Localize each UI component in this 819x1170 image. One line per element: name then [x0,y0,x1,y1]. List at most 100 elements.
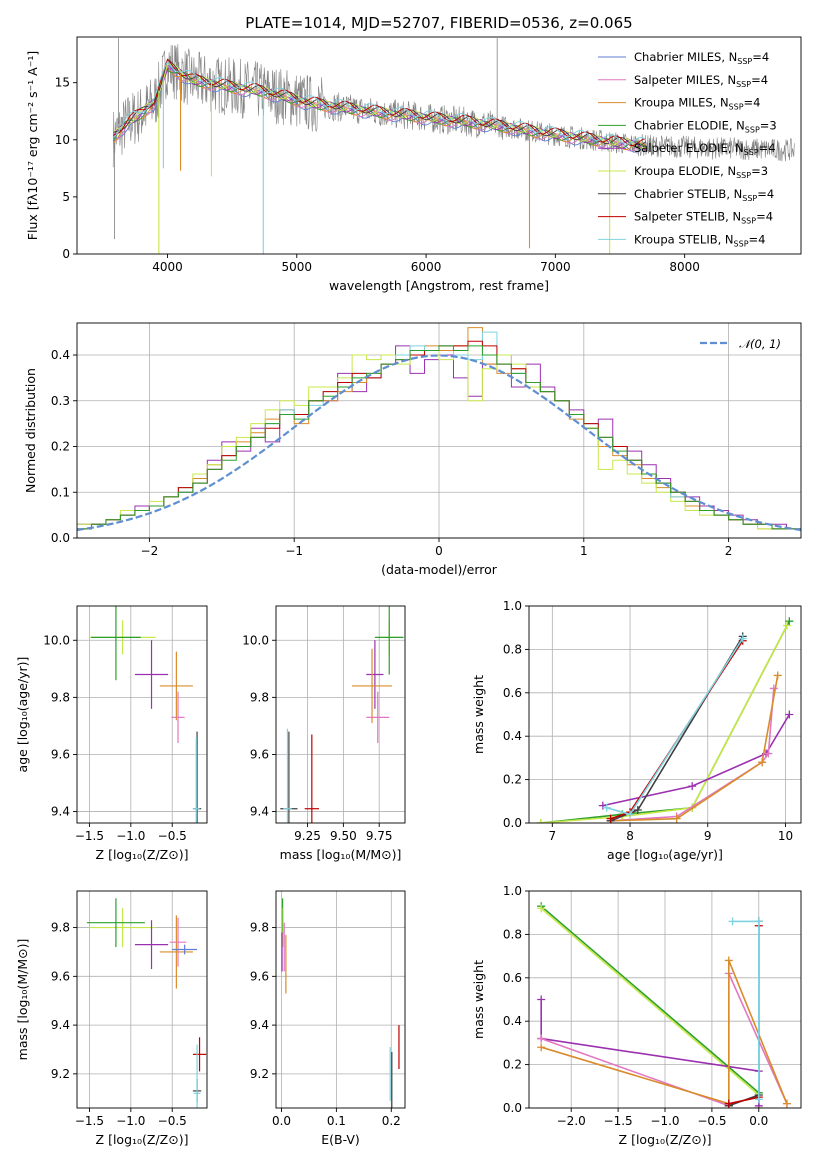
axes-frame [275,890,406,1109]
weight-marker [537,1043,546,1052]
y-tick-label: 9.8 [51,690,70,704]
error-bar-point [366,691,390,744]
y-tick-label: 10.0 [43,633,70,647]
axes-frame [76,322,802,539]
y-tick-label: 9.8 [250,921,269,935]
y-tick-label: 1.0 [503,599,522,613]
chart-title: PLATE=1014, MJD=52707, FIBERID=0536, z=0… [245,14,632,32]
legend-entry-subscript: SSP [736,171,751,180]
legend-entry-subscript: SSP [744,148,759,157]
x-tick-label: 7000 [540,260,571,274]
x-tick-label: −1.5 [75,829,104,843]
legend-entry-name: Salpeter ELODIE, N [634,141,744,155]
legend-entry-count: =3 [760,118,777,132]
weight-series [728,917,763,1104]
y-tick-label: 9.6 [51,969,70,983]
y-tick-label: 0.8 [503,927,522,941]
legend-entry: Chabrier STELIB, NSSP=4 [634,187,774,203]
y-axis-label: mass weight [471,675,486,754]
y-tick-label: 9.2 [51,1067,70,1081]
x-tick-label: 6000 [411,260,442,274]
y-tick-label: 0.1 [51,485,70,499]
y-axis-label: mass [log₁₀(M/M⊙)] [15,939,30,1061]
error-bar-point [192,1037,207,1072]
x-tick-label: −1.5 [75,1114,104,1128]
plot-area [280,606,404,823]
y-tick-label: 5 [62,190,70,204]
plot-area [86,898,207,1108]
y-tick-label: 9.6 [250,969,269,983]
x-tick-label: 0.1 [327,1114,346,1128]
weight-marker [688,782,697,791]
x-tick-label: 1 [580,544,588,558]
axes-frame [275,605,406,824]
weight-marker [782,1099,791,1108]
legend-entry: 𝒩(0, 1) [739,337,781,351]
panel-7: −2.0 −1.5 −1.0 −0.5 0.0 0.0 0.2 0.4 0.6 0.8 1.0 Z [… [471,884,802,1147]
weight-marker [769,684,778,693]
weight-marker [724,956,733,965]
weight-marker [606,814,615,823]
weight-series [606,671,782,823]
x-axis-label: Z [log₁₀(Z/Z⊙)] [619,1132,712,1147]
model-spectrum [112,60,647,145]
weight-series [537,956,791,1108]
error-bar-point [304,734,319,823]
error-bar-point [374,606,404,675]
legend-entry-subscript: SSP [737,57,752,66]
axes-frame [76,890,208,1109]
observed-spectrum [112,44,795,168]
axes-frame [76,36,802,255]
y-tick-label: 0.0 [51,531,70,545]
legend-entry-subscript: SSP [729,103,744,112]
y-axis-label: age [log₁₀(age/yr)] [15,657,30,773]
x-tick-label: −0.5 [158,829,187,843]
x-tick-label: −1.5 [604,1114,633,1128]
legend-entry-name: Chabrier STELIB, N [634,187,742,201]
weight-marker [764,749,773,758]
x-tick-label: −1.0 [116,829,145,843]
weight-line [728,921,760,1107]
y-tick-label: 15 [55,76,70,90]
x-tick-label: 9.25 [294,829,321,843]
y-tick-label: 10 [55,133,70,147]
legend-entry-count: =4 [759,141,776,155]
error-bar-point [366,640,384,709]
weight-marker [602,803,611,812]
model-spectrum [113,58,646,146]
legend-entry-subscript: SSP [742,194,757,203]
weight-marker [537,1034,546,1043]
weight-series [606,632,747,823]
weight-line [602,714,790,807]
y-tick-label: 9.6 [51,747,70,761]
y-tick-label: 1.0 [503,884,522,898]
panel-1: −2 −1 0 1 2 0.0 0.1 0.2 0.3 0.4 (data-model)/error… [23,322,802,577]
legend-entry-count: =4 [751,73,768,87]
x-tick-label: 8000 [669,260,700,274]
plot-area [537,902,791,1108]
weight-line [610,675,779,822]
error-bar-point [134,640,169,709]
x-axis-label: Z [log₁₀(Z/Z⊙)] [96,1132,189,1147]
axes-frame [76,605,208,824]
error-bar-point [91,606,141,681]
plot-area [77,327,801,538]
x-tick-label: 0 [435,544,443,558]
weight-series [536,617,794,823]
x-tick-label: 10 [778,829,793,843]
panel-4: 7 8 9 10 0.0 0.2 0.4 0.6 0.8 1.0 age [log₁₀(age/yr… [471,599,802,862]
y-tick-label: 0.2 [51,440,70,454]
x-tick-label: 5000 [282,260,313,274]
weight-marker [724,1099,733,1108]
x-tick-label: 0.2 [382,1114,401,1128]
x-tick-label: −2 [141,544,159,558]
y-axis-label: Flux [fλ10⁻¹⁷ erg cm⁻² s⁻¹ A⁻¹] [25,51,40,240]
legend-entry: Kroupa STELIB, NSSP=4 [634,232,765,248]
x-tick-label: −1.0 [116,1114,145,1128]
y-tick-label: 0.4 [51,348,70,362]
error-bar-point [283,728,292,823]
weight-marker [738,634,747,643]
weight-marker [754,1095,763,1104]
weight-marker [728,917,737,926]
